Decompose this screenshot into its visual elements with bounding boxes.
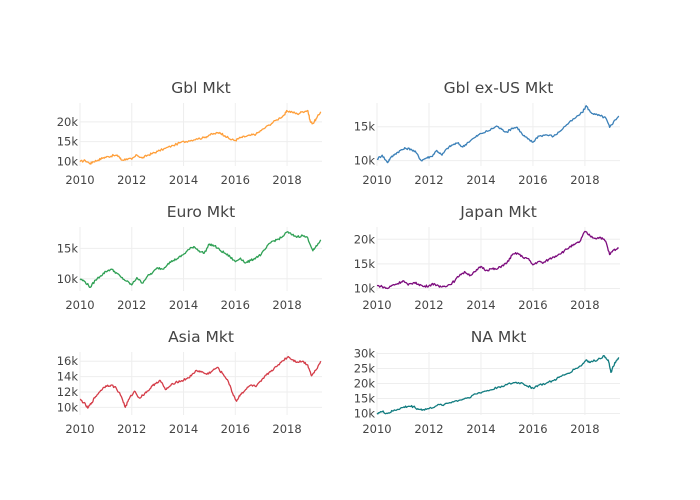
x-tick-label: 2014 [169,173,198,187]
subplot-0: 2010 2012 2014 2016 2018 10k 15k 20k Gbl Mkt [57,79,322,187]
x-tick-label: 2012 [414,173,443,187]
y-tick-label: 15k [57,241,79,255]
x-tick-label: 2012 [117,298,146,312]
series-line [79,231,322,288]
series-line [376,105,620,164]
x-tick-label: 2014 [466,422,495,436]
subplot-1: 2010 2012 2014 2016 2018 10k 15k Gbl ex-US Mkt [354,79,620,187]
x-tick-label: 2010 [362,173,391,187]
subplot-title: Japan Mkt [459,203,537,221]
x-tick-label: 2010 [65,422,94,436]
series-line [79,109,322,165]
x-tick-label: 2016 [518,422,547,436]
x-tick-label: 2010 [362,422,391,436]
y-tick-label: 16k [57,354,79,368]
y-tick-label: 15k [57,135,79,149]
x-tick-label: 2012 [414,422,443,436]
x-tick-label: 2018 [570,173,599,187]
y-tick-label: 12k [57,385,79,399]
subplot-title: NA Mkt [471,328,527,346]
y-tick-label: 10k [354,407,376,421]
x-tick-label: 2010 [362,298,391,312]
x-tick-label: 2016 [518,173,547,187]
x-tick-label: 2014 [169,422,198,436]
x-tick-label: 2018 [272,298,301,312]
subplot-title: Euro Mkt [167,203,236,221]
x-tick-label: 2016 [221,173,250,187]
subplot-title: Gbl Mkt [171,79,231,97]
y-tick-label: 10k [57,272,79,286]
y-tick-label: 10k [354,154,376,168]
series-line [376,355,620,415]
x-tick-label: 2012 [117,173,146,187]
x-tick-label: 2018 [570,298,599,312]
y-tick-label: 15k [354,120,376,134]
x-tick-label: 2014 [466,173,495,187]
y-tick-label: 10k [57,154,79,168]
x-tick-label: 2018 [272,173,301,187]
subplot-3: 2010 2012 2014 2016 2018 10k 15k 20k Japan Mkt [354,203,620,312]
x-tick-label: 2010 [65,173,94,187]
x-tick-label: 2014 [466,298,495,312]
series-line [79,355,322,409]
x-tick-label: 2012 [414,298,443,312]
y-tick-label: 20k [354,232,376,246]
x-tick-label: 2018 [570,422,599,436]
x-tick-label: 2016 [221,422,250,436]
x-tick-label: 2016 [221,298,250,312]
x-tick-label: 2018 [272,422,301,436]
y-tick-label: 10k [57,400,79,414]
y-tick-label: 15k [354,392,376,406]
series-line [376,230,619,290]
subplot-title: Asia Mkt [168,328,234,346]
y-tick-label: 25k [354,362,376,376]
y-tick-label: 14k [57,370,79,384]
x-tick-label: 2010 [65,298,94,312]
x-tick-label: 2014 [169,298,198,312]
x-tick-label: 2012 [117,422,146,436]
y-tick-label: 20k [354,377,376,391]
subplot-title: Gbl ex-US Mkt [444,79,554,97]
y-tick-label: 20k [57,115,79,129]
y-tick-label: 10k [354,282,376,296]
y-tick-label: 15k [354,257,376,271]
y-tick-label: 30k [354,347,376,361]
subplot-2: 2010 2012 2014 2016 2018 10k 15k Euro Mkt [57,203,322,312]
x-tick-label: 2016 [518,298,547,312]
